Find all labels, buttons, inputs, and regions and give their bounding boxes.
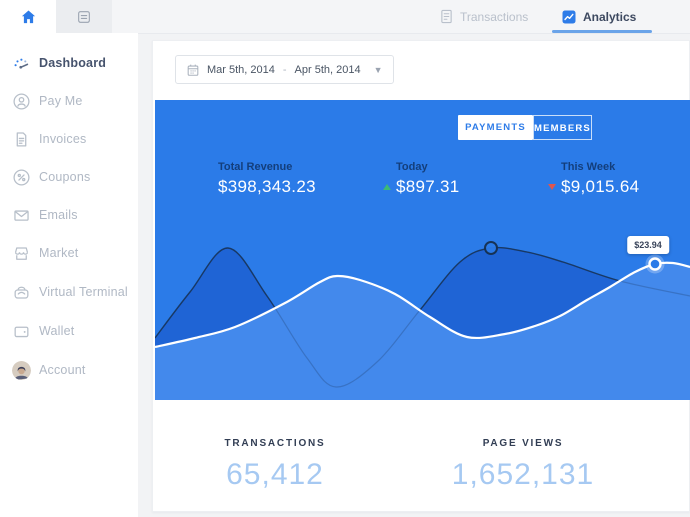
sidebar-item-dashboard[interactable]: Dashboard [0, 53, 138, 73]
sidebar-item-pay-me[interactable]: Pay Me [0, 91, 138, 111]
chart-icon [562, 10, 576, 23]
sidebar: Dashboard Pay Me Invoices Coupons [0, 33, 138, 517]
sidebar-item-invoices[interactable]: Invoices [0, 129, 138, 149]
stat-label: PAGE VIEWS [482, 438, 564, 449]
trend-up-icon [383, 184, 391, 190]
date-start: Mar 5th, 2014 [207, 63, 275, 76]
notes-tab[interactable] [56, 0, 112, 33]
sidebar-item-virtual-terminal[interactable]: Virtual Terminal [0, 282, 138, 302]
stat-this-week: This Week $9,015.64 [548, 161, 639, 197]
chart-panel: PAYMENTS MEMBERS Total Revenue $398,343.… [155, 100, 690, 400]
stat-label: This Week [561, 161, 616, 173]
sidebar-item-coupons[interactable]: Coupons [0, 167, 138, 187]
person-circle-icon [12, 92, 31, 111]
home-icon [21, 10, 35, 23]
stat-value: $398,343.23 [218, 177, 316, 196]
calendar-icon [187, 64, 199, 76]
stat-total-revenue: Total Revenue $398,343.23 [218, 161, 316, 197]
stat-value: 65,412 [226, 458, 324, 491]
analytics-card: Mar 5th, 2014 - Apr 5th, 2014 ▼ PAYMENTS… [152, 40, 690, 512]
stat-label: TRANSACTIONS [224, 438, 326, 449]
chevron-down-icon: ▼ [373, 64, 383, 75]
active-tab-underline [552, 30, 652, 33]
sidebar-item-market[interactable]: Market [0, 243, 138, 263]
sidebar-item-label: Account [39, 363, 86, 377]
stat-value: 1,652,131 [451, 458, 595, 491]
sidebar-item-label: Invoices [39, 132, 87, 146]
tab-label: Transactions [460, 9, 529, 24]
receipt-icon [441, 9, 452, 24]
sidebar-item-label: Virtual Terminal [39, 285, 128, 299]
sidebar-item-label: Market [39, 246, 79, 260]
avatar [12, 360, 31, 380]
terminal-icon [12, 283, 31, 302]
date-separator: - [282, 63, 287, 76]
sidebar-item-account[interactable]: Account [0, 360, 138, 380]
chart-tooltip: $23.94 [627, 236, 669, 254]
area-chart[interactable] [155, 100, 690, 400]
store-icon [12, 244, 31, 263]
sidebar-item-label: Pay Me [39, 94, 83, 108]
stat-page-views: PAGE VIEWS 1,652,131 [403, 438, 643, 492]
trend-down-icon [548, 184, 556, 190]
tab-label: Analytics [583, 9, 637, 24]
sidebar-item-label: Wallet [39, 324, 75, 338]
sidebar-item-emails[interactable]: Emails [0, 205, 138, 225]
date-range-picker[interactable]: Mar 5th, 2014 - Apr 5th, 2014 ▼ [175, 55, 394, 84]
series-toggle: PAYMENTS MEMBERS [458, 115, 592, 140]
sidebar-item-label: Emails [39, 208, 78, 222]
stat-label: Total Revenue [218, 161, 293, 173]
notes-icon [78, 10, 90, 23]
payments-toggle-button[interactable]: PAYMENTS [458, 115, 533, 140]
envelope-icon [12, 206, 31, 225]
wallet-icon [12, 322, 31, 341]
percent-circle-icon [12, 168, 31, 187]
stat-value: $897.31 [396, 177, 460, 196]
sidebar-item-label: Coupons [39, 170, 91, 184]
stat-value: $9,015.64 [561, 177, 640, 196]
date-end: Apr 5th, 2014 [294, 63, 361, 76]
home-button[interactable] [0, 0, 56, 33]
tab-analytics[interactable]: Analytics [562, 0, 636, 33]
top-bar: Transactions Analytics [0, 0, 690, 34]
stat-transactions: TRANSACTIONS 65,412 [155, 438, 395, 492]
sidebar-item-label: Dashboard [39, 56, 107, 70]
members-toggle-button[interactable]: MEMBERS [533, 115, 592, 140]
gauge-icon [12, 54, 31, 73]
stat-label: Today [396, 161, 428, 173]
sidebar-item-wallet[interactable]: Wallet [0, 321, 138, 341]
tab-transactions[interactable]: Transactions [440, 0, 528, 33]
invoice-icon [12, 130, 31, 149]
stat-today: Today $897.31 [383, 161, 460, 197]
